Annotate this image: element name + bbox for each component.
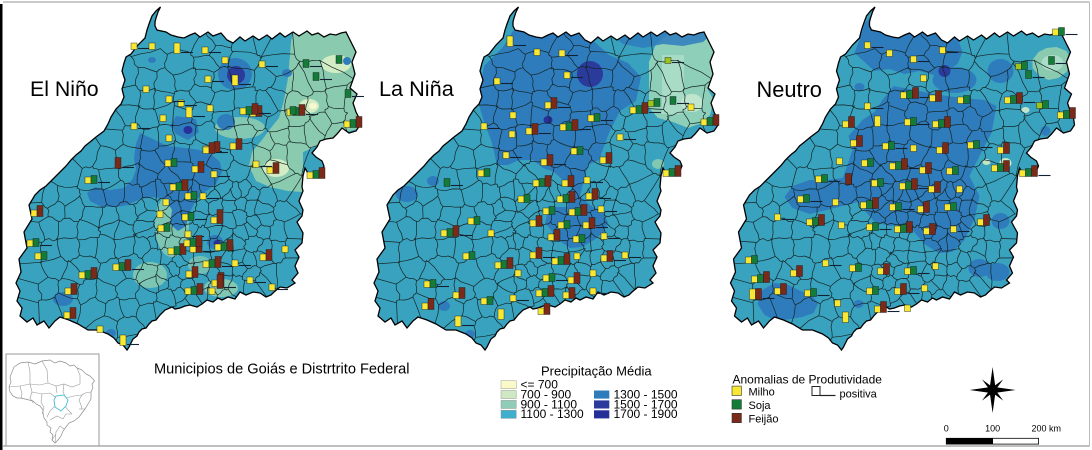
- svg-text:positiva: positiva: [840, 389, 878, 401]
- svg-text:900 - 1100: 900 - 1100: [521, 397, 578, 411]
- svg-text:1100 - 1300: 1100 - 1300: [521, 407, 584, 421]
- svg-text:Precipitação Média: Precipitação Média: [541, 363, 652, 378]
- svg-text:Milho: Milho: [749, 386, 775, 398]
- svg-text:km: km: [1049, 424, 1061, 434]
- svg-text:0: 0: [944, 424, 949, 434]
- svg-text:1700 - 1900: 1700 - 1900: [614, 407, 678, 421]
- svg-text:700 - 900: 700 - 900: [521, 387, 572, 401]
- svg-text:1300 - 1500: 1300 - 1500: [614, 387, 678, 401]
- svg-text:Municipios de Goiás e Distrtri: Municipios de Goiás e Distrtrito Federal: [154, 362, 410, 378]
- svg-text:Soja: Soja: [749, 400, 772, 412]
- svg-text:1500 - 1700: 1500 - 1700: [614, 397, 678, 411]
- svg-text:Feijão: Feijão: [749, 414, 779, 426]
- svg-text:Anomalias de Produtividade: Anomalias de Produtividade: [733, 372, 883, 386]
- svg-text:<= 700: <= 700: [521, 378, 559, 392]
- svg-text:Neutro: Neutro: [757, 77, 822, 102]
- svg-text:100: 100: [985, 424, 1000, 434]
- svg-text:La Niña: La Niña: [379, 76, 455, 101]
- svg-text:200: 200: [1031, 424, 1046, 434]
- svg-text:El Niño: El Niño: [30, 77, 99, 101]
